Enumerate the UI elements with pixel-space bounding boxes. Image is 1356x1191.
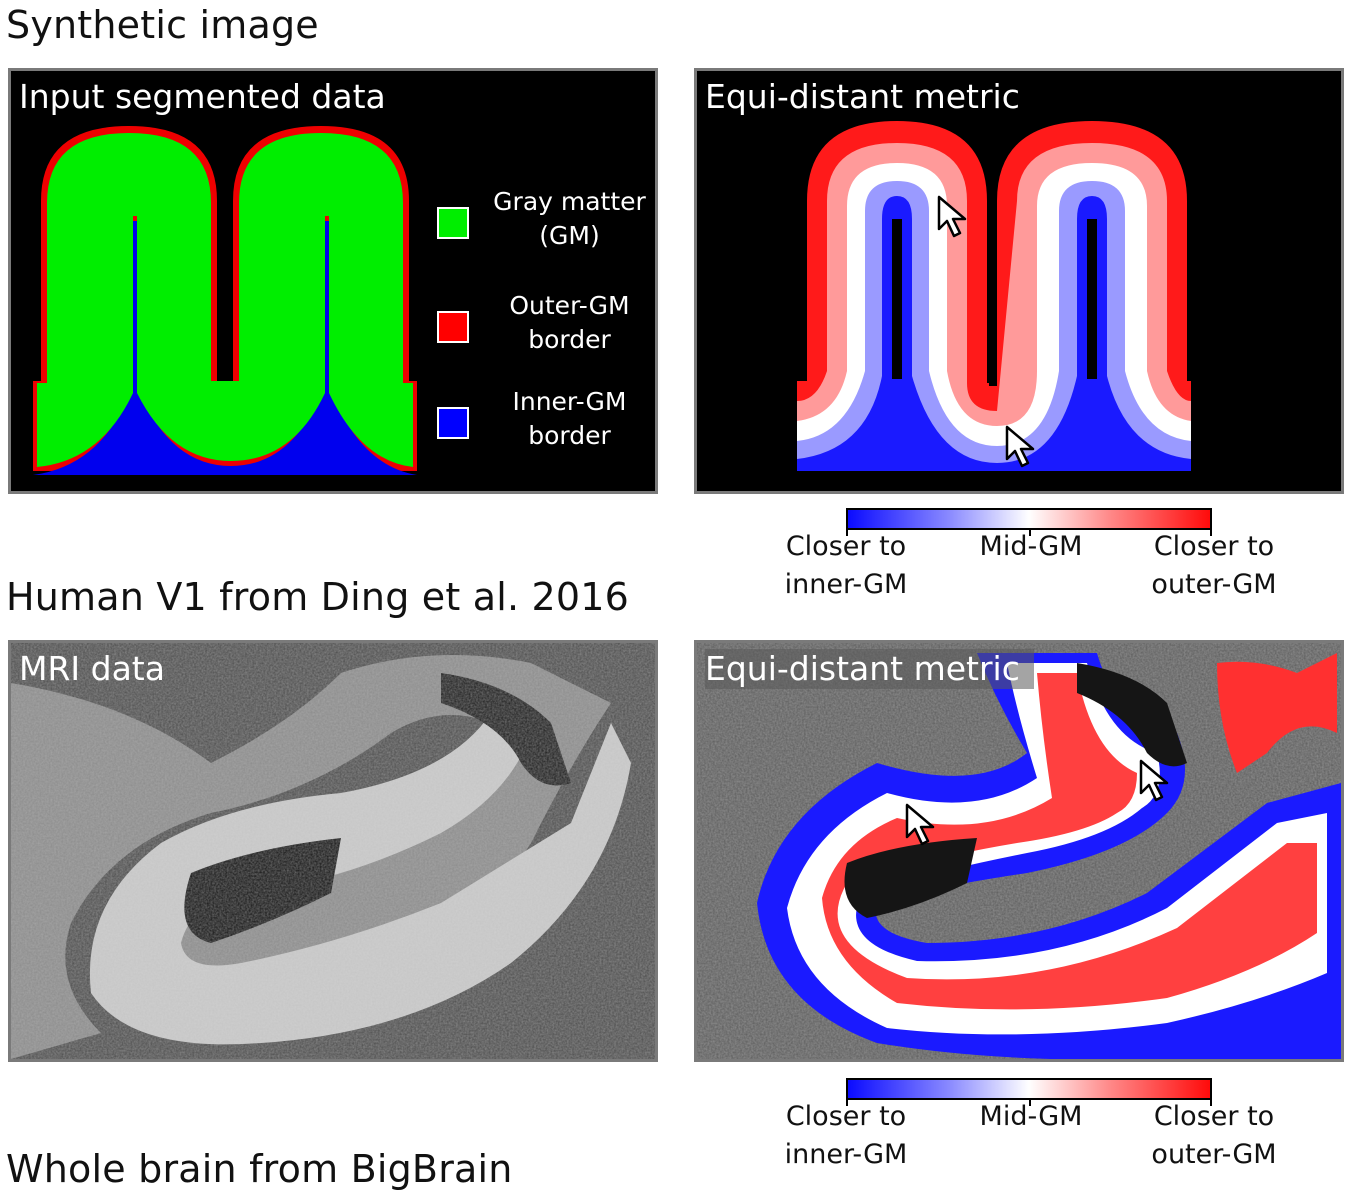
panel-title-synthetic-metric: Equi-distant metric: [705, 77, 1020, 116]
mri-metric-outer-zone: [822, 673, 1317, 1010]
colorbar-tick-mid: [1029, 528, 1031, 536]
section-title-human-v1: Human V1 from Ding et al. 2016: [6, 575, 630, 619]
legend-outer-gm-line2: border: [528, 325, 611, 354]
legend-outer-gm-line1: Outer-GM: [509, 291, 630, 320]
gray-matter-region: [37, 133, 413, 467]
legend-item-gray-matter: Gray matter (GM): [437, 187, 655, 283]
segmented-m-shape: [33, 126, 427, 475]
colorbar-label-outer-line2: outer-GM: [1151, 569, 1277, 600]
section-title-bigbrain: Whole brain from BigBrain: [6, 1147, 513, 1191]
colorbar-label-mid: Mid-GM: [979, 1101, 1083, 1132]
synthetic-sulcus-middle: [989, 201, 997, 386]
gray-matter-swatch: [437, 207, 469, 239]
colorbar-gradient: [846, 508, 1212, 530]
synthetic-sulcus-right: [1087, 219, 1097, 379]
synthetic-metric-map: [697, 121, 1341, 491]
synthetic-bottom-background: [697, 475, 1341, 491]
colorbar-tick-right: [1210, 528, 1212, 536]
cursor-arrow-icon: [905, 803, 935, 846]
legend-inner-gm-line2: border: [528, 421, 611, 450]
colorbar-mri: Closer to inner-GM Mid-GM Closer to oute…: [696, 1078, 1316, 1178]
outer-gm-swatch: [437, 311, 469, 343]
synthetic-metric-panel: Equi-distant metric: [694, 68, 1344, 494]
colorbar-tick-left: [846, 528, 848, 536]
colorbar-tick-right: [1210, 1098, 1212, 1106]
colorbar-label-inner-line1: Closer to: [785, 1101, 907, 1132]
colorbar-label-outer-line1: Closer to: [1153, 531, 1275, 562]
colorbar-label-inner-line2: inner-GM: [784, 1139, 908, 1170]
panel-title-mri-metric: Equi-distant metric: [705, 649, 1034, 689]
colorbar-label-inner-line1: Closer to: [785, 531, 907, 562]
cursor-arrow-icon: [1139, 759, 1169, 802]
mri-metric-map: [697, 643, 1341, 1059]
colorbar-label-inner: Closer to inner-GM: [756, 528, 936, 604]
colorbar-tick-mid: [1029, 1098, 1031, 1106]
colorbar-label-outer: Closer to outer-GM: [1124, 528, 1304, 604]
mri-metric-upper-right-red: [1217, 653, 1337, 773]
legend-item-outer-gm: Outer-GM border: [437, 291, 655, 387]
legend-gray-matter-line1: Gray matter: [493, 187, 646, 216]
panel-title-mri: MRI data: [19, 649, 165, 688]
legend-inner-gm-line1: Inner-GM: [512, 387, 627, 416]
synthetic-sulcus-left: [892, 219, 902, 379]
mri-image: [11, 643, 655, 1059]
colorbar-synthetic: Closer to inner-GM Mid-GM Closer to oute…: [696, 508, 1316, 608]
cursor-arrow-icon: [1005, 425, 1035, 468]
colorbar-tick-left: [846, 1098, 848, 1106]
colorbar-label-outer: Closer to outer-GM: [1124, 1098, 1304, 1174]
legend-gray-matter-line2: (GM): [539, 221, 600, 250]
colorbar-label-outer-line2: outer-GM: [1151, 1139, 1277, 1170]
colorbar-label-inner-line2: inner-GM: [784, 569, 908, 600]
section-title-synthetic: Synthetic image: [6, 3, 319, 47]
colorbar-label-mid: Mid-GM: [979, 531, 1083, 562]
inner-gm-swatch: [437, 407, 469, 439]
input-segmented-panel: Input segmented data Gray matter (GM) Ou…: [8, 68, 658, 494]
colorbar-gradient: [846, 1078, 1212, 1100]
colorbar-label-inner: Closer to inner-GM: [756, 1098, 936, 1174]
legend-item-inner-gm: Inner-GM border: [437, 387, 655, 491]
panel-title-input: Input segmented data: [19, 77, 386, 116]
mri-metric-panel: Equi-distant metric: [694, 640, 1344, 1062]
mri-data-panel: MRI data: [8, 640, 658, 1062]
cursor-arrow-icon: [937, 195, 967, 238]
mri-metric-sulcus-upper: [1077, 663, 1187, 767]
mri-metric-sulcus: [844, 838, 977, 918]
colorbar-label-outer-line1: Closer to: [1153, 1101, 1275, 1132]
